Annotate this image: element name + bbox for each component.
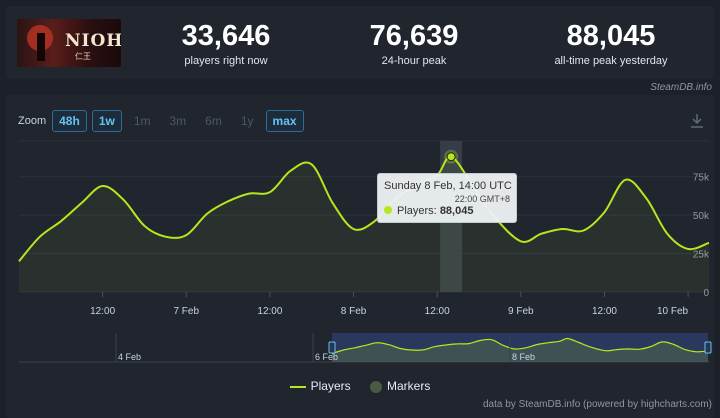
zoom-48h-button[interactable]: 48h: [52, 110, 87, 132]
chart-panel: Zoom 48h 1w 1m 3m 6m 1y max: [6, 95, 714, 418]
game-logo[interactable]: NIOH 仁王: [17, 19, 121, 67]
chart-legend: Players Markers: [0, 379, 720, 393]
stat-value: 76,639: [369, 20, 459, 52]
navigator-left-handle: [328, 341, 336, 354]
x-tick-label: 12:00: [425, 306, 450, 317]
navigator-series-line: [331, 337, 709, 355]
navigator-label: 4 Feb: [118, 352, 141, 362]
zoom-controls: Zoom 48h 1w 1m 3m 6m 1y max: [18, 110, 309, 132]
x-tick-label: 7 Feb: [173, 306, 199, 317]
logo-subtitle: 仁王: [75, 52, 91, 61]
steamdb-credit[interactable]: SteamDB.info: [650, 82, 712, 93]
x-tick-label: 9 Feb: [508, 306, 534, 317]
tooltip-value: 88,045: [439, 205, 474, 217]
stat-label: all-time peak yesterday: [554, 55, 668, 67]
stat-value: 33,646: [181, 20, 271, 52]
legend-line-icon: [289, 385, 306, 388]
navigator-right-handle: [704, 341, 712, 354]
tooltip-date: Sunday 8 Feb, 14:00 UTC: [384, 180, 512, 192]
legend-label-markers: Markers: [387, 379, 431, 393]
series-area-players: [19, 156, 709, 292]
download-icon[interactable]: [690, 113, 704, 129]
zoom-1m-button[interactable]: 1m: [133, 114, 151, 128]
x-tick-label: 12:00: [90, 306, 115, 317]
x-axis-labels: 12:00 7 Feb 12:00 8 Feb 12:00 9 Feb 12:00 10 Fe…: [90, 292, 689, 317]
zoom-6m-button[interactable]: 6m: [205, 114, 222, 128]
series-color-dot: [384, 206, 392, 214]
x-tick-label: 12:00: [592, 306, 617, 317]
y-tick-label: 75k: [693, 173, 710, 184]
highcharts-credit[interactable]: data by SteamDB.info (powered by highcha…: [483, 399, 712, 410]
legend-label-players: Players: [310, 379, 351, 393]
stat-value: 88,045: [566, 20, 656, 52]
zoom-1y-button[interactable]: 1y: [240, 114, 254, 128]
y-tick-label: 0: [703, 288, 709, 299]
navigator-selection: [332, 333, 708, 362]
highlight-point: [446, 152, 456, 162]
navigator-label: 8 Feb: [512, 352, 535, 362]
zoom-3m-button[interactable]: 3m: [169, 114, 187, 128]
navigator-label: 6 Feb: [315, 352, 338, 362]
zoom-label: Zoom: [18, 115, 47, 127]
y-tick-label: 25k: [693, 250, 710, 261]
navigator: 4 Feb 6 Feb 8 Feb: [19, 333, 712, 363]
tooltip-series-label: Players:: [397, 205, 437, 217]
stat-all-time-peak: 88,045 all-time peak yesterday: [521, 20, 701, 67]
chart-tooltip: Sunday 8 Feb, 14:00 UTC 22:00 GMT+8 Play…: [377, 173, 517, 223]
stat-current-players: 33,646 players right now: [136, 20, 316, 67]
tooltip-local-time: 22:00 GMT+8: [454, 194, 510, 204]
stat-label: 24-hour peak: [381, 55, 447, 67]
legend-item-markers[interactable]: Markers: [370, 379, 430, 393]
series-line-players: [18, 155, 710, 262]
tooltip-series-row: Players: 88,045: [384, 205, 473, 217]
legend-marker-icon: [370, 380, 382, 393]
legend-item-players[interactable]: Players: [289, 379, 351, 393]
logo-title: NIOH: [65, 31, 121, 51]
stat-label: players right now: [184, 55, 268, 67]
y-tick-label: 50k: [693, 211, 710, 222]
x-tick-label: 12:00: [257, 306, 282, 317]
zoom-max-button[interactable]: max: [265, 110, 304, 132]
x-tick-label: 8 Feb: [341, 306, 367, 317]
y-axis-labels: 0 25k 50k 75k: [693, 173, 710, 299]
logo-figure-shape: [37, 33, 45, 61]
navigator-series-area: [332, 338, 708, 362]
stat-24h-peak: 76,639 24-hour peak: [324, 20, 504, 67]
stats-bar: NIOH 仁王 33,646 players right now 76,639 …: [6, 6, 714, 79]
zoom-1w-button[interactable]: 1w: [91, 110, 122, 132]
x-tick-label: 10 Feb: [657, 306, 689, 317]
chart-grid: [19, 140, 709, 293]
